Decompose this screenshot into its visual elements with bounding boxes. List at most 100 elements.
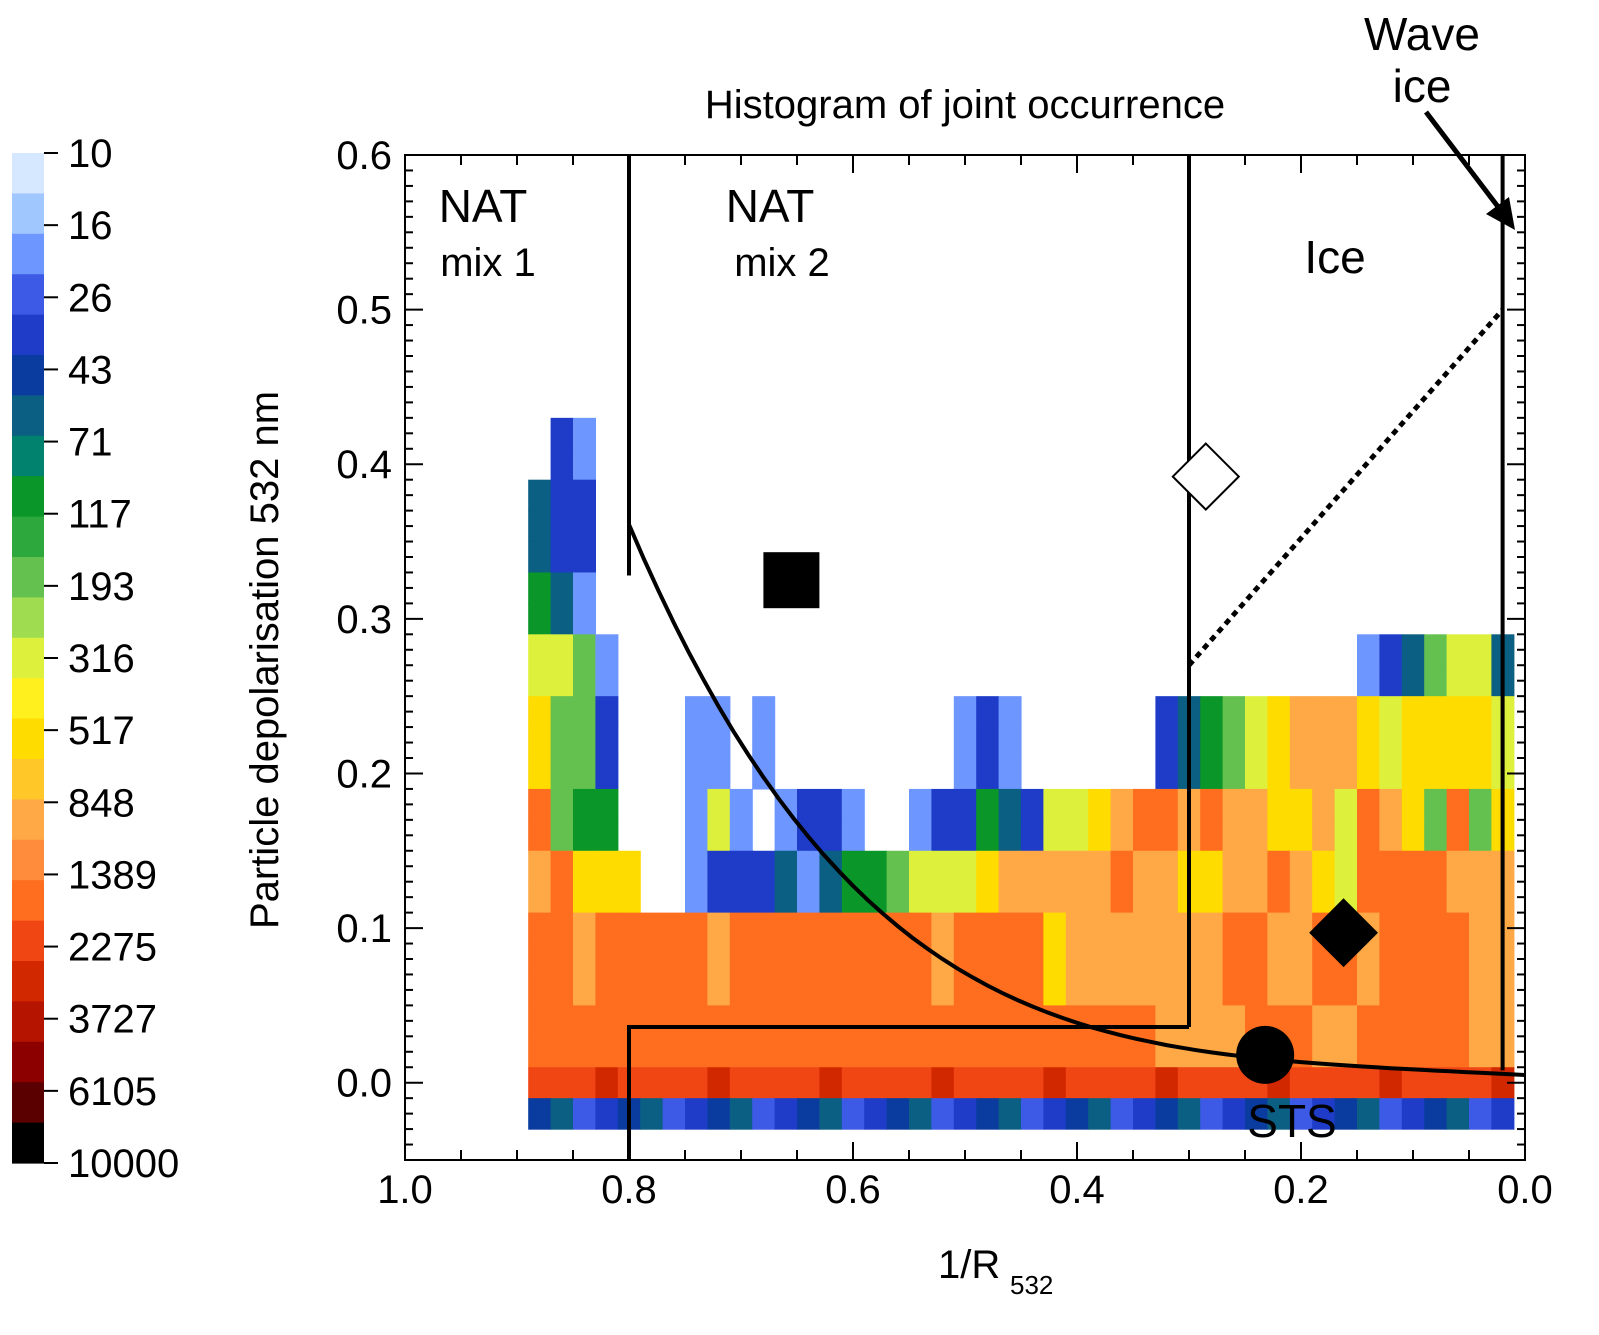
heatmap-cell — [685, 974, 708, 1006]
colorbar-swatch — [12, 597, 44, 639]
heatmap-cell — [931, 819, 955, 852]
heatmap-cell — [998, 727, 1022, 759]
wave-ice-arrow-shaft — [1424, 110, 1504, 214]
heatmap-cell — [528, 634, 552, 666]
heatmap-cell — [573, 665, 596, 697]
colorbar-swatch — [12, 314, 44, 356]
heatmap-cell — [617, 881, 641, 914]
heatmap-cell — [1469, 819, 1492, 852]
heatmap-cell — [953, 758, 977, 790]
heatmap-cell — [528, 1005, 552, 1037]
heatmap-cell — [1357, 850, 1380, 883]
heatmap-cell — [550, 1067, 574, 1099]
heatmap-cell — [1245, 912, 1268, 945]
heatmap-cell — [1312, 1098, 1336, 1130]
heatmap-cell — [1065, 1067, 1089, 1099]
heatmap-cell — [573, 448, 596, 481]
heatmap-cell — [1469, 788, 1492, 821]
heatmap-cell — [953, 1005, 977, 1037]
heatmap-cell — [595, 1067, 619, 1099]
heatmap-cell — [1379, 819, 1403, 852]
heatmap-cell — [1110, 1067, 1134, 1099]
heatmap-cell — [573, 1098, 596, 1130]
colorbar-swatch — [12, 678, 44, 720]
heatmap-cell — [1334, 850, 1358, 883]
heatmap-cell — [1245, 758, 1268, 790]
heatmap-cell — [528, 788, 552, 821]
heatmap-cell — [1110, 1098, 1134, 1130]
heatmap-cell — [550, 758, 574, 790]
heatmap-cell — [1088, 788, 1112, 821]
heatmap-cell — [1289, 819, 1313, 852]
heatmap-cell — [1446, 974, 1470, 1006]
heatmap-cell — [573, 696, 596, 728]
heatmap-cell — [1469, 881, 1492, 914]
heatmap-cell — [909, 788, 932, 821]
heatmap-cell — [1222, 1005, 1246, 1037]
heatmap-cell — [1110, 912, 1134, 945]
heatmap-cell — [707, 1005, 731, 1037]
region-label-sts: STS — [1247, 1095, 1336, 1147]
heatmap-cell — [864, 1098, 888, 1130]
heatmap-cell — [1200, 727, 1224, 759]
heatmap-cell — [976, 788, 1000, 821]
heatmap-cell — [729, 881, 753, 914]
heatmap-cell — [1424, 850, 1448, 883]
heatmap-cell — [1469, 727, 1492, 759]
heatmap-cell — [1222, 974, 1246, 1006]
heatmap-cell — [640, 1036, 664, 1068]
heatmap-cell — [774, 1067, 798, 1099]
heatmap-cell — [707, 1067, 731, 1099]
heatmap-cell — [1401, 1098, 1425, 1130]
heatmap-cell — [774, 943, 798, 976]
heatmap-cell — [797, 943, 820, 976]
heatmap-cell — [797, 912, 820, 945]
heatmap-cell — [998, 943, 1022, 976]
heatmap-cell — [1289, 758, 1313, 790]
heatmap-cell — [1446, 727, 1470, 759]
heatmap-cell — [752, 727, 776, 759]
heatmap-cell — [1267, 850, 1291, 883]
heatmap-cell — [1357, 1098, 1380, 1130]
heatmap-cell — [550, 881, 574, 914]
heatmap-cell — [976, 758, 1000, 790]
heatmap-cell — [909, 912, 932, 945]
heatmap-cell — [707, 727, 731, 759]
heatmap-cell — [707, 788, 731, 821]
heatmap-cell — [752, 912, 776, 945]
heatmap-cell — [1043, 1098, 1067, 1130]
heatmap-cell — [909, 1005, 932, 1037]
heatmap-cell — [1401, 943, 1425, 976]
heatmap-cell — [1401, 974, 1425, 1006]
heatmap-cell — [528, 1098, 552, 1130]
heatmap-cell — [1222, 727, 1246, 759]
x-axis-label-main: 1/R — [938, 1243, 1000, 1287]
heatmap-cell — [886, 974, 910, 1006]
heatmap-cell — [1155, 727, 1179, 759]
heatmap-cell — [1222, 696, 1246, 728]
heatmap-cell — [595, 881, 619, 914]
heatmap-cell — [1379, 634, 1403, 666]
heatmap-cell — [707, 1036, 731, 1068]
heatmap-cell — [550, 1005, 574, 1037]
heatmap-cell — [528, 479, 552, 512]
heatmap-cell — [819, 943, 843, 976]
heatmap-cell — [819, 881, 843, 914]
heatmap-cell — [1043, 788, 1067, 821]
heatmap-cell — [573, 541, 596, 574]
colorbar-swatch — [12, 1122, 44, 1164]
heatmap-cell — [662, 1098, 686, 1130]
heatmap-cell — [550, 510, 574, 543]
heatmap-cell — [1312, 788, 1336, 821]
heatmap-cell — [573, 1036, 596, 1068]
heatmap-cell — [1110, 788, 1134, 821]
heatmap-cell — [1245, 881, 1268, 914]
heatmap-cell — [662, 912, 686, 945]
heatmap-cell — [1267, 758, 1291, 790]
heatmap-cell — [1245, 727, 1268, 759]
colorbar-tick-label: 26 — [68, 276, 113, 320]
colorbar-swatch — [12, 476, 44, 518]
heatmap-cell — [595, 974, 619, 1006]
heatmap-cell — [1334, 788, 1358, 821]
heatmap-cell — [1110, 943, 1134, 976]
